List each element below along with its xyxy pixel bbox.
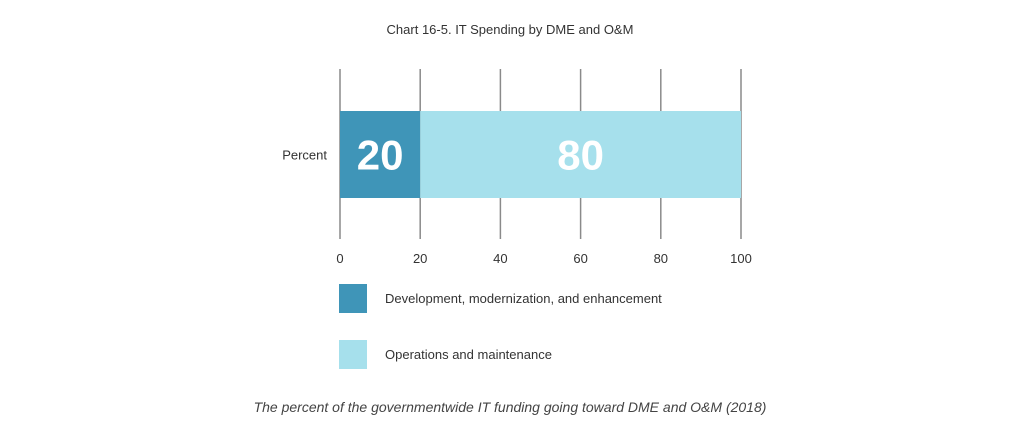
chart-title: Chart 16-5. IT Spending by DME and O&M xyxy=(386,22,634,37)
data-label-om: 80 xyxy=(557,132,604,179)
bar-segment-om xyxy=(420,111,741,198)
legend-swatch-dme xyxy=(339,284,367,313)
legend-swatch-om xyxy=(339,340,367,369)
data-label-dme: 20 xyxy=(357,132,404,179)
category-label: Percent xyxy=(282,148,327,163)
x-tick-label-40: 40 xyxy=(493,251,507,266)
legend-item-dme: Development, modernization, and enhancem… xyxy=(339,284,662,313)
x-tick-label-80: 80 xyxy=(654,251,668,266)
x-tick-label-20: 20 xyxy=(413,251,427,266)
legend-item-om: Operations and maintenance xyxy=(339,340,552,369)
x-tick-label-0: 0 xyxy=(336,251,343,266)
bar-segment-dme xyxy=(340,111,421,198)
x-tick-label-100: 100 xyxy=(730,251,752,266)
legend-label-dme: Development, modernization, and enhancem… xyxy=(385,291,662,306)
legend-label-om: Operations and maintenance xyxy=(385,347,552,362)
chart-caption: The percent of the governmentwide IT fun… xyxy=(253,399,767,415)
x-tick-label-60: 60 xyxy=(573,251,587,266)
